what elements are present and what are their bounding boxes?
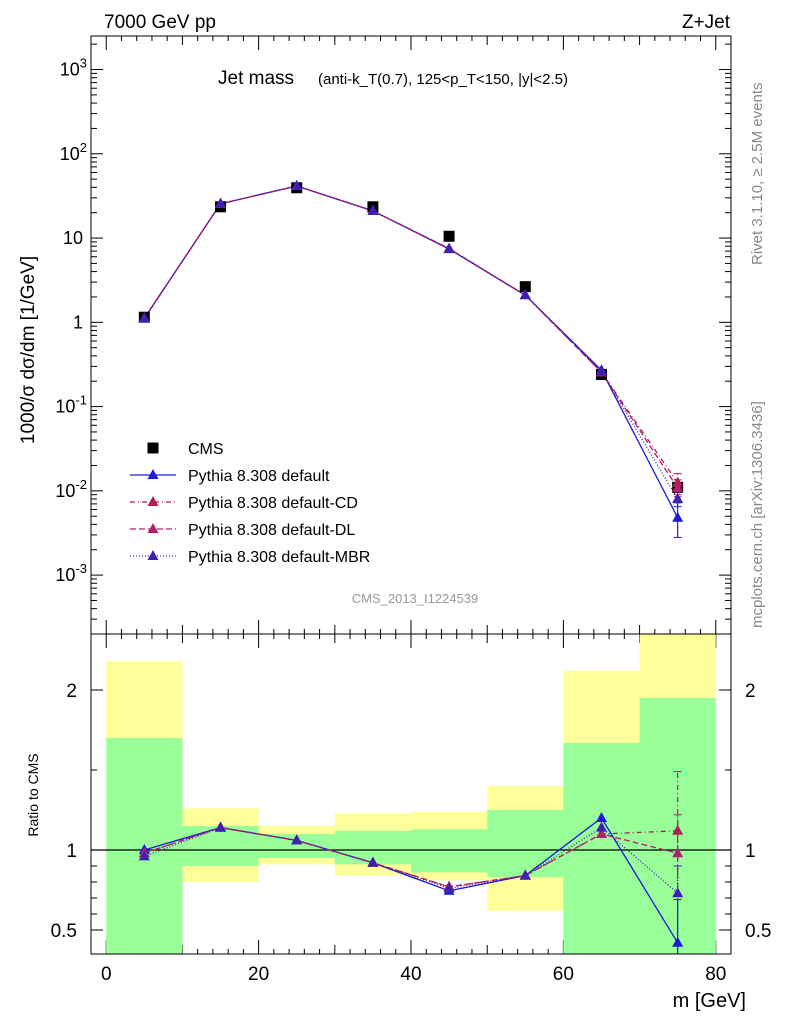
x-tick-label: 20 (248, 964, 269, 985)
mc-point (443, 242, 455, 253)
ratio-ylabel: Ratio to CMS (25, 753, 41, 836)
uncertainty-band-green (182, 826, 259, 866)
data-point (443, 230, 455, 242)
series-line (143, 185, 679, 500)
mc-point (291, 834, 303, 845)
data-point (147, 442, 159, 454)
ratio-y-tick-label: 1 (66, 841, 77, 862)
mc-point (215, 197, 227, 208)
mc-point (367, 204, 379, 215)
mc-point (672, 847, 684, 858)
header-left: 7000 GeV pp (104, 12, 216, 33)
uncertainty-band-green (411, 829, 488, 873)
mc-point (672, 824, 684, 835)
y-tick-label: 103 (60, 56, 87, 80)
mc-point (672, 476, 684, 487)
x-tick-label: 60 (553, 964, 574, 985)
mc-point (443, 882, 455, 893)
ratio-panel: Ratio to CMS m [GeV] 0.5 0.51 12 20 20 40 60 80 (25, 633, 771, 1012)
mc-point (672, 936, 684, 947)
mc-point (595, 812, 607, 822)
legend-label: Pythia 8.308 default (188, 468, 330, 485)
mc-point (595, 828, 607, 838)
ratio-y-tick-label: 2 (66, 681, 77, 702)
main-plot-area: 10-3 10-2 10-1 1 10 102 103 (55, 36, 731, 635)
mc-point (519, 869, 531, 880)
mc-point (595, 821, 607, 832)
ratio-series-line (144, 826, 678, 888)
header-right: Z+Jet (682, 12, 731, 33)
mc-point (147, 469, 159, 479)
ratio-series-line (144, 826, 678, 888)
legend-label: Pythia 8.308 default-CD (188, 495, 358, 512)
mc-point (291, 179, 303, 190)
mc-point (147, 496, 159, 506)
ratio-y-tick-label: 1 (745, 841, 756, 862)
mc-point (672, 887, 684, 898)
ratio-xlabel: m [GeV] (673, 990, 746, 1012)
ratio-y-tick-label: 0.5 (745, 921, 771, 942)
x-tick-label: 80 (705, 964, 726, 985)
mc-point (147, 523, 159, 533)
x-tick-label: 0 (101, 964, 112, 985)
main-ylabel: 1000/σ dσ/dm [1/GeV] (18, 256, 39, 444)
mc-point (672, 511, 684, 522)
x-tick-label: 40 (400, 964, 421, 985)
series-line (143, 185, 679, 489)
ratio-frame (90, 633, 732, 955)
mc-point (367, 856, 379, 867)
legend-label: CMS (188, 441, 224, 458)
y-tick-label: 10-1 (55, 393, 87, 417)
main-panel: Jet mass (anti-k_T(0.7), 125<p_T<150, |y… (18, 35, 732, 635)
rivet-label: Rivet 3.1.10, ≥ 2.5M events (749, 83, 766, 266)
y-tick-label: 10-2 (55, 477, 87, 501)
mc-point (672, 493, 684, 504)
uncertainty-band-green (487, 810, 564, 878)
mcplots-label: mcplots.cern.ch [arXiv:1306.3436] (749, 401, 766, 628)
y-tick-label: 102 (60, 140, 87, 164)
legend-label: Pythia 8.308 default-DL (188, 522, 355, 539)
mc-point (672, 482, 684, 493)
mc-point (138, 312, 150, 323)
main-subtitle: (anti-k_T(0.7), 125<p_T<150, |y|<2.5) (318, 71, 568, 88)
mc-point (519, 289, 531, 300)
mc-point (595, 365, 607, 376)
ratio-y-tick-label: 0.5 (51, 921, 77, 942)
main-title: Jet mass (218, 68, 294, 89)
main-frame (90, 35, 732, 635)
y-tick-label: 10-3 (55, 561, 87, 585)
y-tick-label: 1 (73, 312, 83, 332)
y-tick-label: 10 (63, 228, 83, 248)
mc-point (138, 850, 150, 861)
mc-point (147, 550, 159, 560)
mc-point (215, 821, 227, 832)
ratio-y-tick-label: 2 (745, 681, 756, 702)
watermark: CMS_2013_I1224539 (352, 591, 479, 606)
legend-label: Pythia 8.308 default-MBR (188, 549, 370, 566)
data-point (519, 281, 531, 293)
ratio-plot-area: 0.5 0.51 12 20 20 40 60 80 (51, 634, 771, 985)
legend: CMS Pythia 8.308 default Pythia 8.308 defa… (130, 441, 370, 566)
